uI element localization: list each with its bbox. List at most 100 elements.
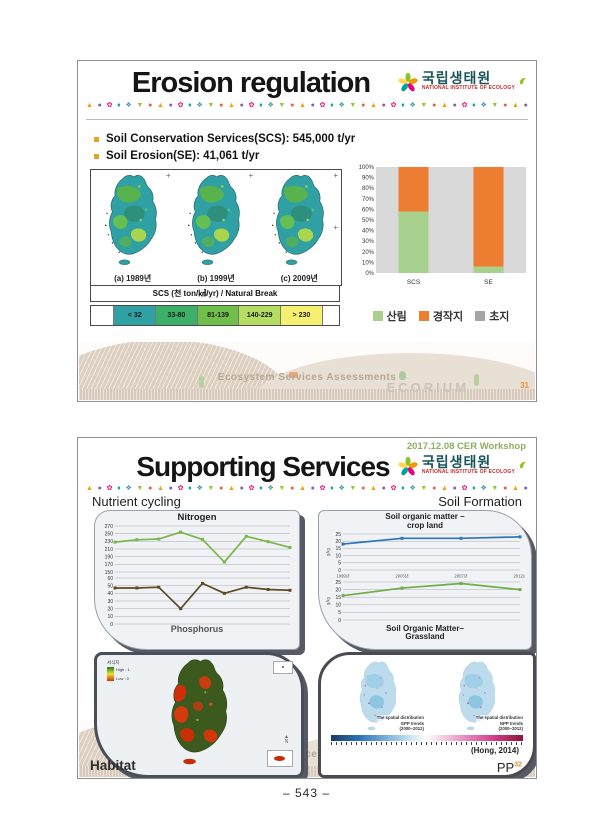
svg-text:0%: 0% — [365, 271, 374, 277]
slide1-footer: Ecosystem Services Assessments ECORIUM 3… — [79, 342, 535, 400]
decorative-icon: ❖ — [338, 485, 345, 492]
decorative-icon: ❖ — [196, 102, 203, 109]
decorative-icon: ♦ — [330, 485, 334, 492]
decorative-icon: ▼ — [491, 102, 499, 109]
bullet-scs-text: Soil Conservation Services(SCS): 545,000… — [106, 133, 356, 145]
decorative-icon: ✿ — [461, 485, 468, 492]
svg-text:270: 270 — [105, 524, 114, 530]
svg-text:100%: 100% — [359, 165, 375, 171]
decorative-icon: ▲ — [512, 485, 519, 492]
footer-text: Ecosystem Services Assessments — [217, 749, 397, 760]
habitat-legend-high: High : 1 — [116, 667, 130, 672]
scs-maps-figure: + + + + (a) 1989년 (b) 1999년 (c) 2009년 SC… — [90, 169, 342, 326]
landuse-bar-chart: 0% 10% 20% 30% 40% 50% 60% 70% 80% 90% 100% SCS SE 산… — [350, 163, 532, 324]
habitat-legend: 서식지 High : 1 Low : 0 — [107, 660, 130, 681]
decorative-icon: ▼ — [349, 485, 357, 492]
svg-text:10%: 10% — [362, 260, 375, 266]
decorative-icon: ● — [503, 102, 508, 109]
decorative-icon: ❖ — [480, 102, 487, 109]
habitat-legend-low: Low : 0 — [116, 676, 129, 681]
decorative-icon: ✿ — [177, 102, 184, 109]
svg-text:20: 20 — [335, 539, 341, 545]
decorative-icon: ✿ — [390, 102, 397, 109]
gpp-caption-line2: GPP trends — [400, 720, 424, 726]
scale-class-cell: 140-229 — [238, 306, 281, 325]
decorative-icon: ▼ — [136, 485, 144, 492]
decorative-icon: ▼ — [349, 102, 357, 109]
decorative-icon: ● — [361, 485, 366, 492]
korea-maps-panel: + + + + (a) 1989년 (b) 1999년 (c) 2009년 — [90, 169, 342, 286]
legend-label: 초지 — [489, 311, 510, 323]
document-page-number: – 543 – — [282, 786, 331, 800]
bullet-marker-icon — [94, 153, 99, 159]
som-grassland-title-line2: Grassland — [405, 632, 445, 642]
svg-text:0: 0 — [110, 622, 113, 627]
svg-text:230: 230 — [105, 540, 114, 546]
deer-icon — [289, 372, 298, 378]
colorbar-ticks — [331, 742, 523, 745]
svg-text:10: 10 — [335, 553, 341, 559]
workshop-label: 2017.12.08 CER Workshop — [406, 441, 526, 452]
svg-text:250: 250 — [105, 532, 114, 538]
legend-item: 경작지 — [418, 308, 463, 324]
decorative-icon: ▲ — [157, 485, 164, 492]
decorative-icon: ▲ — [86, 485, 93, 492]
svg-text:g/kg: g/kg — [326, 547, 331, 556]
decorative-icon: ✿ — [390, 485, 397, 492]
footer-text: Ecosystem Services Assessments — [217, 372, 397, 383]
svg-text:150: 150 — [105, 570, 114, 575]
svg-text:20: 20 — [335, 587, 341, 593]
institute-logo: 국립생태원 NATIONAL INSTITUTE OF ECOLOGY — [397, 454, 528, 476]
map-caption-2009: (c) 2009년 — [280, 274, 318, 283]
habitat-legend-title: 서식지 — [107, 660, 120, 665]
habitat-inset-map — [273, 661, 293, 674]
decorative-icon: ♦ — [117, 485, 121, 492]
decorative-icon: ▼ — [278, 102, 286, 109]
decorative-icon: ● — [310, 485, 315, 492]
trend-colorbar — [331, 735, 523, 741]
citation-text: (Hong, 2014) — [470, 746, 519, 755]
decorative-icon: ❖ — [267, 102, 274, 109]
decorative-icon: ● — [97, 485, 102, 492]
decorative-icon: ✿ — [106, 485, 113, 492]
decorative-icon: ● — [523, 485, 528, 492]
decorative-icon: ● — [381, 485, 386, 492]
decorative-icon: ● — [523, 102, 528, 109]
decorative-icon: ♦ — [188, 485, 192, 492]
svg-text:30%: 30% — [362, 239, 375, 245]
graticule-cross-icon: + — [333, 222, 338, 232]
korea-map-2009-image — [266, 173, 333, 267]
som-cropland-title-line2: crop land — [406, 520, 443, 530]
decorative-icon: ♦ — [401, 102, 405, 109]
decorative-icon: ♦ — [472, 102, 476, 109]
bullet-se: Soil Erosion(SE): 41,061 t/yr — [94, 148, 355, 165]
decorative-icon: ✿ — [248, 485, 255, 492]
bar-chart-legend: 산림 경작지 초지 — [350, 308, 532, 324]
decorative-icon: ▲ — [228, 102, 235, 109]
gpp-caption-line3: (2000~2012) — [399, 726, 425, 732]
bird-icon — [399, 371, 406, 380]
cactus-icon — [199, 376, 204, 388]
decorative-icon: ❖ — [125, 485, 132, 492]
decorative-icon: ♦ — [259, 102, 263, 109]
svg-text:15: 15 — [335, 595, 341, 601]
decorative-icon: ❖ — [125, 102, 132, 109]
decorative-icon: ▲ — [370, 485, 377, 492]
gpp-trends-map: The spatial distribution GPP trends (200… — [331, 660, 424, 732]
decorative-icon: ● — [168, 485, 173, 492]
habitat-gradient-swatch — [107, 667, 114, 681]
decorative-icon: ▲ — [441, 485, 448, 492]
svg-text:30: 30 — [107, 599, 113, 605]
decorative-icon: ● — [290, 102, 295, 109]
nitrogen-chart-title: Nitrogen — [177, 512, 217, 523]
svg-text:80%: 80% — [362, 186, 375, 192]
decorative-icon: ▼ — [207, 102, 215, 109]
svg-text:40: 40 — [107, 592, 113, 598]
decorative-icon: ● — [168, 102, 173, 109]
decorative-icon: ♦ — [188, 102, 192, 109]
decorative-icon: ▲ — [299, 485, 306, 492]
decorative-icon-row: ▲ ● ✿ ♦ ❖ ▼ ● ▲ ● ✿ ♦ ❖ ▼ ● ▲ ● ✿ ♦ ❖ ▼ ● ▲ ● ✿ ♦ ❖ ▼ ● ▲ ● ✿ ♦ ❖ ▼ ● ▲ ● ✿ ♦ ❖… — [86, 485, 528, 492]
header-divider — [86, 119, 528, 120]
